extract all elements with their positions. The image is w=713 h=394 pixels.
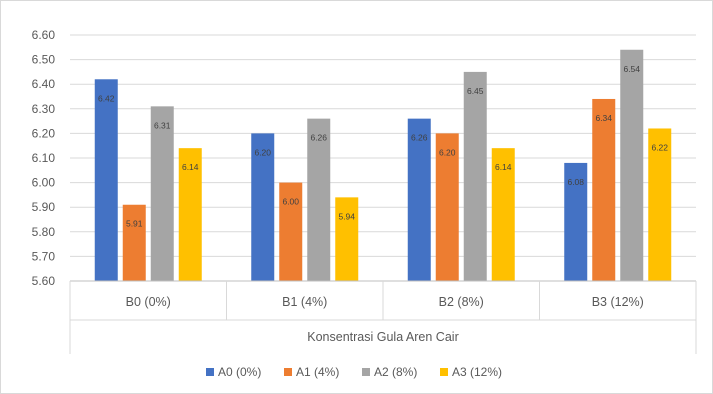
legend-label: A2 (8%)	[374, 365, 417, 379]
bar	[620, 49, 644, 282]
bar	[94, 79, 118, 281]
data-label: 6.20	[254, 147, 271, 157]
data-label: 6.22	[651, 142, 668, 152]
y-tick-label: 6.00	[32, 176, 56, 190]
data-label: 6.08	[567, 177, 584, 187]
bar	[251, 133, 275, 281]
y-tick-label: 5.80	[32, 225, 56, 239]
y-tick-label: 6.50	[32, 53, 56, 67]
x-axis-title: Konsentrasi Gula Aren Cair	[307, 330, 458, 344]
legend-label: A0 (0%)	[218, 365, 261, 379]
legend-label: A3 (12%)	[452, 365, 502, 379]
legend-swatch	[362, 368, 370, 376]
legend-swatch	[206, 368, 214, 376]
category-label: B0 (0%)	[126, 295, 171, 309]
bar	[279, 182, 303, 281]
bar	[564, 162, 588, 281]
bar	[307, 118, 331, 281]
data-label: 6.31	[154, 120, 171, 130]
data-label: 6.20	[439, 147, 456, 157]
legend-swatch	[284, 368, 292, 376]
y-tick-label: 6.20	[32, 126, 56, 140]
grid-lines	[70, 34, 696, 282]
bar	[150, 106, 174, 281]
data-label: 6.34	[595, 113, 612, 123]
y-tick-label: 6.10	[32, 151, 56, 165]
y-tick-label: 6.40	[32, 77, 56, 91]
data-label: 6.45	[467, 86, 484, 96]
data-label: 6.00	[282, 197, 299, 207]
bar	[592, 98, 616, 282]
data-label: 5.94	[338, 211, 355, 221]
bar	[178, 148, 202, 281]
data-label: 6.26	[310, 133, 327, 143]
data-label: 6.54	[623, 64, 640, 74]
bar	[335, 197, 359, 281]
y-tick-label: 5.70	[32, 249, 56, 263]
bars	[94, 49, 672, 282]
x-axis: B0 (0%) B1 (4%) B2 (8%) B3 (12%)	[69, 280, 697, 354]
category-label: B3 (12%)	[592, 295, 644, 309]
bar	[407, 118, 431, 281]
y-tick-label: 5.60	[32, 274, 56, 288]
legend-swatch	[440, 368, 448, 376]
legend-label: A1 (4%)	[296, 365, 339, 379]
data-label: 6.42	[98, 93, 115, 103]
y-tick-label: 6.30	[32, 102, 56, 116]
legend: A0 (0%) A1 (4%) A2 (8%) A3 (12%)	[206, 365, 502, 379]
bar	[122, 204, 146, 281]
y-tick-label: 6.60	[32, 28, 56, 42]
data-labels: 6.42 5.91 6.31 6.14 6.20 6.00 6.26 5.94 6.26 6.20…	[98, 64, 668, 229]
category-label: B1 (4%)	[282, 295, 327, 309]
bar	[435, 133, 459, 281]
data-label: 6.26	[411, 133, 428, 143]
data-label: 5.91	[126, 219, 143, 229]
bar	[463, 71, 487, 282]
y-tick-label: 5.90	[32, 200, 56, 214]
bar	[648, 128, 672, 281]
bar	[491, 148, 515, 281]
data-label: 6.14	[495, 162, 512, 172]
data-label: 6.14	[182, 162, 199, 172]
category-label: B2 (8%)	[439, 295, 484, 309]
y-axis-ticks: 6.60 6.50 6.40 6.30 6.20 6.10 6.00 5.90 5.80 5.70…	[32, 28, 56, 288]
